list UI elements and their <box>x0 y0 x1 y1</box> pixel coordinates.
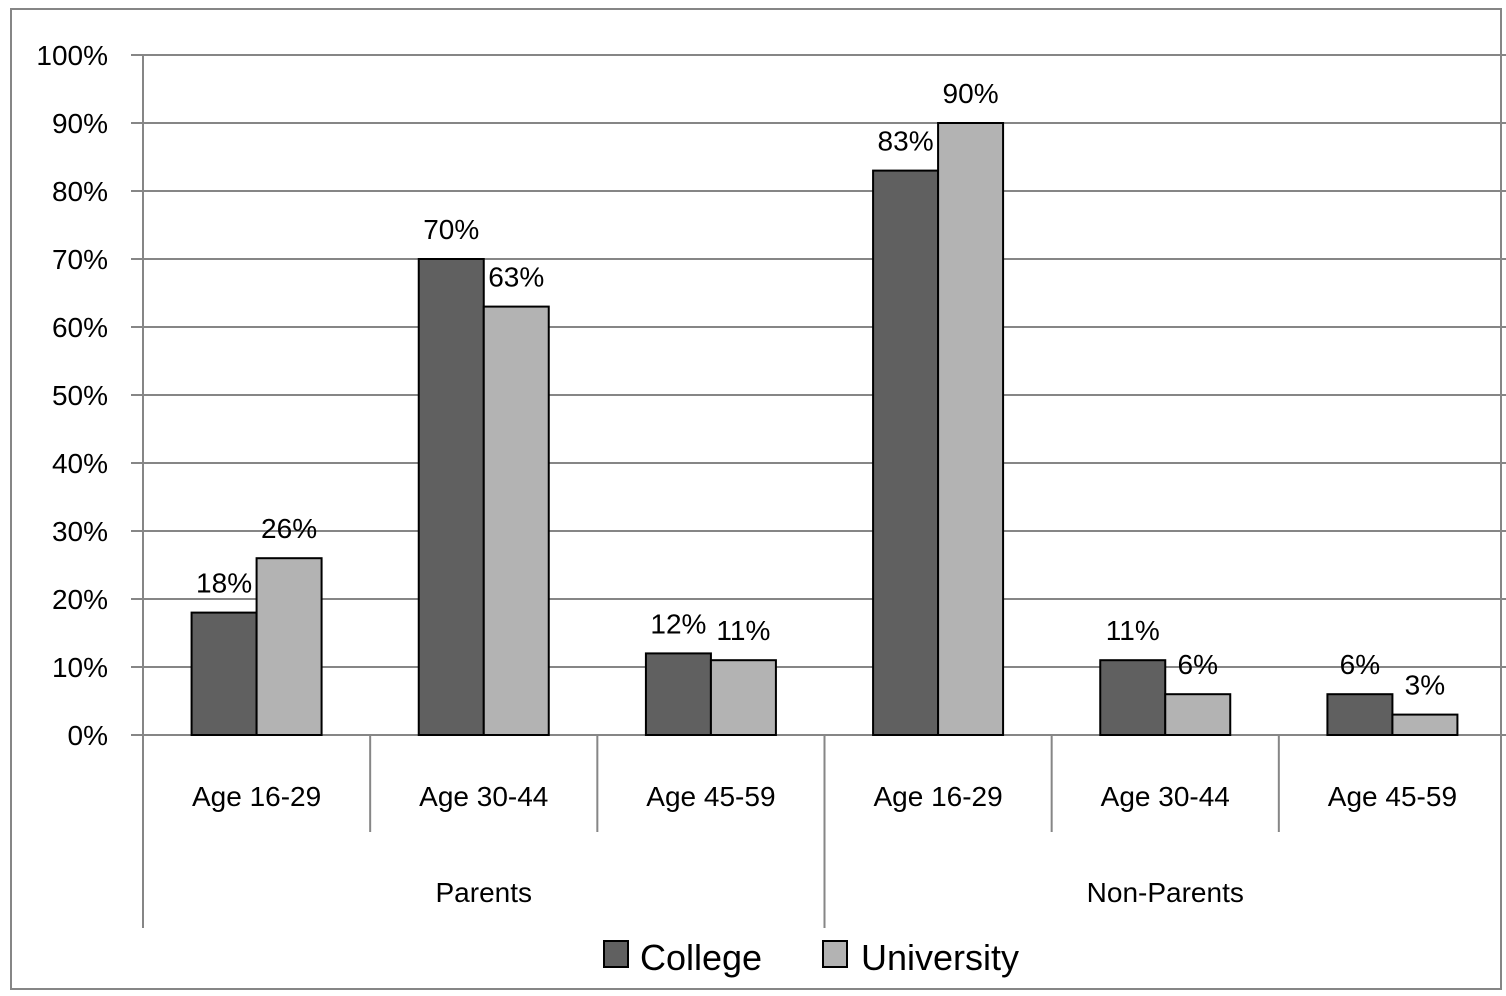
y-tick-label: 70% <box>52 244 108 275</box>
y-tick-label: 60% <box>52 312 108 343</box>
x-category-label: Age 45-59 <box>646 781 775 812</box>
y-tick-label: 80% <box>52 176 108 207</box>
data-label: 12% <box>650 608 706 639</box>
y-tick-label: 50% <box>52 380 108 411</box>
bar-university <box>709 659 777 737</box>
bar-college <box>1326 693 1394 737</box>
bar-college <box>190 611 258 736</box>
bar-college <box>1099 659 1167 737</box>
bar-university <box>482 305 550 736</box>
bar-college <box>417 258 485 736</box>
x-group-label: Non-Parents <box>1087 877 1244 908</box>
legend-swatch-college <box>603 940 629 968</box>
data-label: 11% <box>716 615 770 646</box>
data-label: 83% <box>878 126 934 157</box>
data-label: 6% <box>1340 649 1380 680</box>
x-category-label: Age 30-44 <box>419 781 548 812</box>
x-group-label: Parents <box>436 877 533 908</box>
y-tick-label: 20% <box>52 584 108 615</box>
data-label: 26% <box>261 513 317 544</box>
bar-university <box>255 557 323 737</box>
y-tick-label: 40% <box>52 448 108 479</box>
bar-college <box>872 169 940 737</box>
legend-swatch-university <box>822 940 848 968</box>
axes: 0% 10% 20% 30% 40% 50% 60% 70% 80% 90% 100% Age 16-… <box>36 40 1506 928</box>
data-labels: 18% 26% 70% 63% 12% 11% 83% 90% 11% 6% 6% 3% <box>196 78 1445 701</box>
x-category-label: Age 16-29 <box>192 781 321 812</box>
data-label: 6% <box>1178 649 1218 680</box>
y-tick-label: 100% <box>36 40 108 71</box>
y-tick-label: 0% <box>68 720 108 751</box>
y-tick-label: 10% <box>52 652 108 683</box>
data-label: 90% <box>943 78 999 109</box>
gridlines <box>143 54 1506 668</box>
bars <box>190 122 1459 737</box>
y-tick-label: 30% <box>52 516 108 547</box>
bar-university <box>937 122 1005 736</box>
legend-label-university: University <box>861 937 1019 978</box>
data-label: 11% <box>1106 615 1160 646</box>
x-category-label: Age 45-59 <box>1328 781 1457 812</box>
legend: College University <box>603 937 1019 978</box>
bar-university <box>1391 713 1459 736</box>
x-category-label: Age 16-29 <box>873 781 1002 812</box>
bar-university <box>1164 693 1232 737</box>
y-tick-label: 90% <box>52 108 108 139</box>
data-label: 18% <box>196 568 252 599</box>
bar-college <box>644 652 712 737</box>
data-label: 70% <box>423 214 479 245</box>
legend-label-college: College <box>640 937 762 978</box>
x-category-label: Age 30-44 <box>1101 781 1230 812</box>
data-label: 63% <box>488 262 544 293</box>
chart-border <box>10 8 1502 990</box>
data-label: 3% <box>1405 670 1445 701</box>
